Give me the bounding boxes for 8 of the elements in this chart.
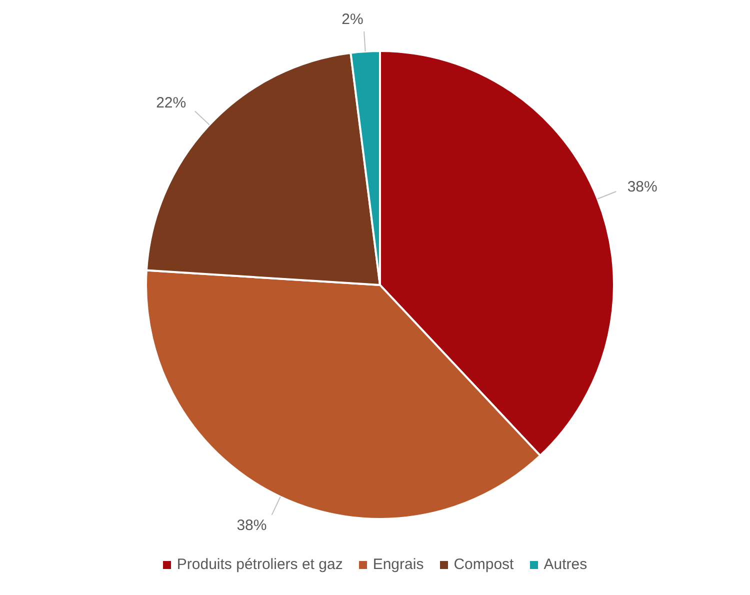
data-label: 22% <box>156 94 186 112</box>
legend-label: Produits pétroliers et gaz <box>176 556 343 573</box>
legend-label: Autres <box>542 556 588 573</box>
data-label: 38% <box>627 178 658 196</box>
legend-label: Compost <box>452 556 514 573</box>
legend-label: Engrais <box>372 556 424 573</box>
data-label: 38% <box>236 517 267 534</box>
data-label: 2% <box>342 11 364 28</box>
